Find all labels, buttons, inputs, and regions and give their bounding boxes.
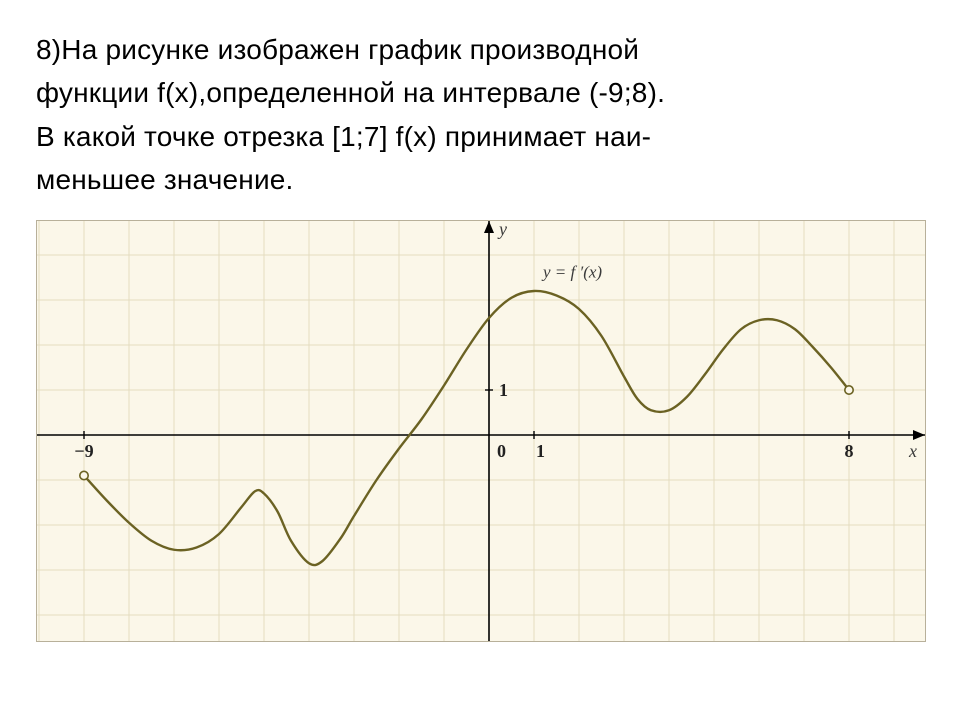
problem-text: 8)На рисунке изображен график производно… — [36, 28, 924, 202]
problem-line-3: В какой точке отрезка [1;7] f(x) принима… — [36, 115, 924, 158]
problem-line-1: 8)На рисунке изображен график производно… — [36, 28, 924, 71]
svg-text:8: 8 — [845, 441, 854, 461]
problem-line-2: функции f(x),определенной на интервале (… — [36, 71, 924, 114]
svg-text:−9: −9 — [74, 441, 93, 461]
svg-text:x: x — [908, 441, 917, 461]
svg-text:1: 1 — [499, 380, 508, 400]
svg-text:y: y — [497, 221, 507, 239]
derivative-chart: x y 0 −9 1 8 1 y = f ′(x) — [36, 220, 926, 642]
svg-text:1: 1 — [536, 441, 545, 461]
svg-text:0: 0 — [497, 441, 506, 461]
svg-text:y = f ′(x): y = f ′(x) — [541, 262, 602, 281]
problem-line-4: меньшее значение. — [36, 158, 924, 201]
